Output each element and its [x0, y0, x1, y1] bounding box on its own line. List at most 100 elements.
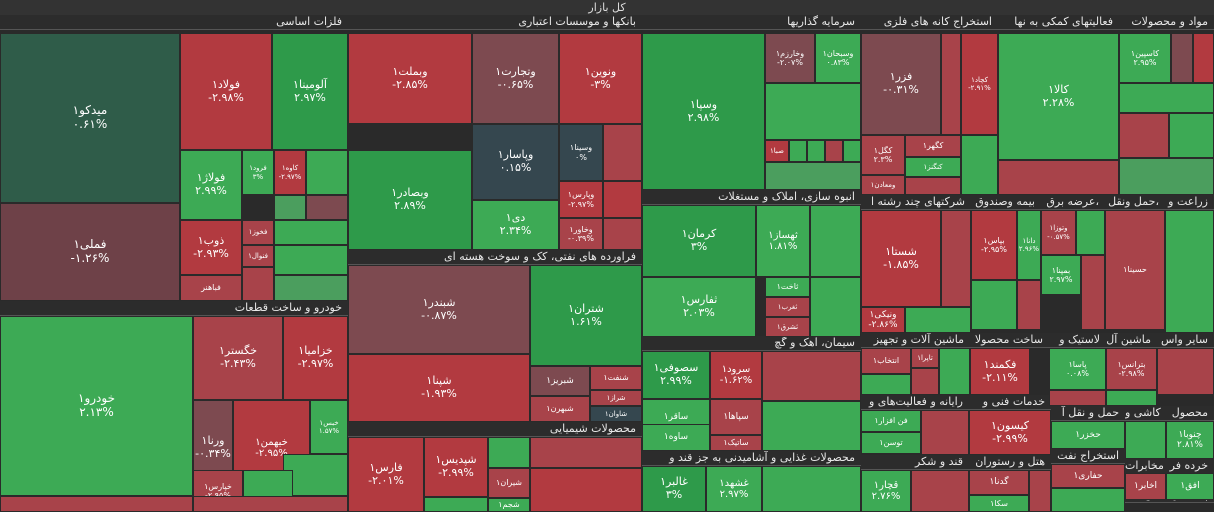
- stock-tile[interactable]: ونیکی۱ -۲.۸۶%: [861, 307, 905, 333]
- stock-tile[interactable]: فارس۱ -۲.۰۱%: [348, 437, 424, 512]
- stock-tile[interactable]: [810, 277, 861, 337]
- stock-tile[interactable]: [283, 454, 348, 496]
- stock-tile[interactable]: گدنا۱: [969, 470, 1029, 495]
- stock-tile[interactable]: وتجارت۱ -۰.۶۵%: [472, 33, 559, 124]
- stock-tile[interactable]: [1081, 255, 1105, 330]
- stock-tile[interactable]: [530, 468, 642, 512]
- stock-tile[interactable]: [810, 205, 861, 277]
- stock-tile[interactable]: انتخاب۱: [861, 348, 911, 374]
- stock-tile[interactable]: کاسپین۱ ۲.۹۵%: [1119, 33, 1171, 83]
- stock-tile[interactable]: شجم۱: [488, 498, 530, 512]
- stock-tile[interactable]: [762, 401, 861, 451]
- stock-tile[interactable]: [1165, 210, 1214, 333]
- stock-tile[interactable]: وبصادر۱ ۲.۸۹%: [348, 150, 472, 250]
- stock-tile[interactable]: [905, 307, 971, 333]
- stock-tile[interactable]: [765, 162, 861, 190]
- stock-tile[interactable]: شبریز۱: [530, 366, 590, 396]
- stock-tile[interactable]: قچار۱ ۲.۷۶%: [861, 470, 911, 512]
- stock-tile[interactable]: [603, 124, 642, 181]
- stock-tile[interactable]: توسن۱: [861, 432, 921, 454]
- stock-tile[interactable]: [861, 374, 911, 395]
- stock-tile[interactable]: فولاژ۱ ۲.۹۹%: [180, 150, 242, 220]
- stock-tile[interactable]: سصوفی۱ ۲.۹۹%: [642, 351, 710, 399]
- stock-tile[interactable]: [274, 220, 348, 245]
- stock-tile[interactable]: [1119, 83, 1214, 113]
- stock-tile[interactable]: [1169, 113, 1214, 158]
- stock-tile[interactable]: اخابر۱: [1125, 473, 1166, 500]
- stock-tile[interactable]: حفاری۱: [1051, 464, 1125, 488]
- stock-tile[interactable]: [843, 140, 861, 162]
- stock-tile[interactable]: [242, 267, 274, 301]
- stock-tile[interactable]: کگهر۱: [905, 135, 961, 157]
- stock-tile[interactable]: [1017, 280, 1041, 330]
- stock-tile[interactable]: افق۱: [1166, 473, 1214, 500]
- stock-tile[interactable]: وبملت۱ -۲.۸۵%: [348, 33, 472, 124]
- stock-tile[interactable]: شستا۱ -۱.۸۵%: [861, 210, 941, 307]
- stock-tile[interactable]: چنوبا۱ ۲.۸۱%: [1166, 421, 1214, 459]
- stock-tile[interactable]: [1119, 113, 1169, 158]
- stock-tile[interactable]: وسینا۱ ۰%: [559, 124, 603, 181]
- stock-tile[interactable]: وپارس۱ -۲.۹۷%: [559, 181, 603, 218]
- stock-tile[interactable]: [1051, 488, 1125, 512]
- stock-tile[interactable]: فخوز۱: [242, 220, 274, 245]
- stock-tile[interactable]: تاپرا۱: [911, 348, 939, 368]
- stock-tile[interactable]: حسینا۱: [1105, 210, 1165, 330]
- stock-tile[interactable]: [1076, 210, 1105, 255]
- stock-tile[interactable]: وتوزا۱ -۰.۵۷%: [1041, 210, 1076, 255]
- stock-tile[interactable]: کچاد۱ -۲.۹۱%: [961, 33, 998, 135]
- stock-tile[interactable]: بترانس۱ -۲.۹۸%: [1106, 348, 1157, 390]
- stock-tile[interactable]: شراز۱: [590, 390, 642, 406]
- stock-tile[interactable]: [274, 275, 348, 301]
- stock-tile[interactable]: [825, 140, 843, 162]
- stock-tile[interactable]: [0, 496, 193, 512]
- stock-tile[interactable]: ومعادن۱: [861, 175, 905, 195]
- stock-tile[interactable]: فکمند۱ -۲.۱۱%: [970, 348, 1030, 395]
- stock-tile[interactable]: [488, 437, 530, 468]
- stock-tile[interactable]: [762, 466, 861, 512]
- stock-tile[interactable]: وسبحان۱ ۰.۸۳%: [815, 33, 861, 83]
- stock-tile[interactable]: شبندر۱ -۰.۸۷%: [348, 265, 530, 354]
- stock-tile[interactable]: کنگنز۱: [905, 157, 961, 177]
- stock-tile[interactable]: خگستر۱ -۲.۴۳%: [193, 316, 283, 400]
- stock-tile[interactable]: کرمان۱ ۳%: [642, 205, 756, 277]
- stock-tile[interactable]: [530, 437, 642, 468]
- stock-tile[interactable]: شبهرن۱: [530, 396, 590, 422]
- stock-tile[interactable]: ثاخت۱: [765, 277, 810, 297]
- stock-tile[interactable]: فزر۱ -۰.۳۱%: [861, 33, 941, 135]
- stock-tile[interactable]: غشهد۱ ۲.۹۷%: [706, 466, 762, 512]
- stock-tile[interactable]: شنفت۱: [590, 366, 642, 390]
- stock-tile[interactable]: [911, 470, 969, 512]
- stock-tile[interactable]: [274, 245, 348, 275]
- stock-tile[interactable]: [1049, 390, 1106, 406]
- stock-tile[interactable]: ثفارس۱ ۲.۰۳%: [642, 277, 756, 337]
- stock-tile[interactable]: ثشرق۱: [765, 317, 810, 337]
- stock-tile[interactable]: خودرو۱ ۲.۱۳%: [0, 316, 193, 496]
- stock-tile[interactable]: میدکو۱ ۰.۶۱%: [0, 33, 180, 203]
- stock-tile[interactable]: [998, 160, 1119, 195]
- stock-tile[interactable]: وسپا۱ ۲.۹۸%: [642, 33, 765, 190]
- stock-tile[interactable]: کیسون۱ -۲.۹۹%: [969, 410, 1051, 455]
- stock-tile[interactable]: [765, 83, 861, 140]
- stock-tile[interactable]: وپاسار۱ ۰.۱۵%: [472, 124, 559, 200]
- stock-tile[interactable]: ونوین۱ -۳%: [559, 33, 642, 124]
- stock-tile[interactable]: سکا۱: [969, 495, 1029, 512]
- stock-tile[interactable]: [921, 410, 969, 455]
- stock-tile[interactable]: [971, 280, 1017, 330]
- stock-tile[interactable]: خزامیا۱ -۲.۹۷%: [283, 316, 348, 400]
- stock-tile[interactable]: فنوال۱: [242, 245, 274, 267]
- stock-tile[interactable]: سرود۱ -۱.۶۲%: [710, 351, 762, 399]
- stock-tile[interactable]: [1119, 158, 1214, 195]
- stock-tile[interactable]: [905, 177, 961, 195]
- stock-tile[interactable]: [306, 150, 348, 195]
- stock-tile[interactable]: دانا۱ ۲.۹۶%: [1017, 210, 1041, 280]
- stock-tile[interactable]: ساتیک۱: [710, 435, 762, 451]
- stock-tile[interactable]: فن افزار۱: [861, 410, 921, 432]
- stock-tile[interactable]: کالا۱ ۲.۲۸%: [998, 33, 1119, 160]
- stock-tile[interactable]: [1125, 421, 1166, 459]
- stock-tile[interactable]: [603, 218, 642, 250]
- stock-tile[interactable]: ذوب۱ -۲.۹۳%: [180, 220, 242, 275]
- stock-tile[interactable]: [1106, 390, 1157, 406]
- stock-tile[interactable]: [911, 368, 939, 395]
- stock-tile[interactable]: کاوه۱ -۲.۹۷%: [274, 150, 306, 195]
- stock-tile[interactable]: [306, 195, 348, 220]
